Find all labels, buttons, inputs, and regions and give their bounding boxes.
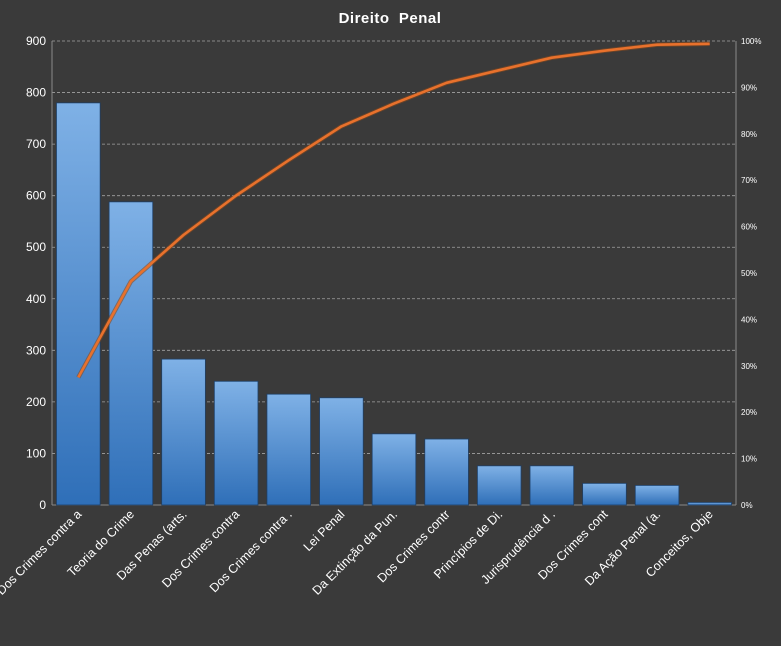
x-tick-label: Dos Crimes contra a <box>0 507 84 597</box>
y2-tick-label: 100% <box>741 37 761 46</box>
y2-tick-label: 30% <box>741 362 757 371</box>
bar <box>319 397 364 506</box>
cumulative-line <box>77 42 710 379</box>
y2-tick-label: 10% <box>741 455 757 464</box>
bar <box>529 465 575 506</box>
bar <box>161 358 206 506</box>
y-tick-label: 0 <box>39 498 46 512</box>
bar <box>687 502 732 506</box>
bar-series <box>56 102 732 506</box>
bar <box>582 482 627 506</box>
y2-tick-label: 20% <box>741 408 757 417</box>
bar <box>424 438 469 506</box>
y-tick-label: 300 <box>26 343 46 357</box>
y2-tick-label: 60% <box>741 223 757 232</box>
bar <box>56 102 101 506</box>
bar <box>371 433 417 506</box>
y2-tick-label: 70% <box>741 176 757 185</box>
cumulative-line-shadow <box>76 41 710 379</box>
chart-title: Direito Penal <box>339 10 442 27</box>
bar <box>213 380 259 506</box>
y2-tick-label: 0% <box>741 501 753 510</box>
y-tick-label: 500 <box>26 240 46 254</box>
y-axis-ticks: 0 100 200 300 400 500 600 700 800 900 <box>26 34 46 512</box>
bar <box>266 393 312 506</box>
y2-tick-label: 90% <box>741 83 757 92</box>
y2-axis-ticks: 0% 10% 20% 30% 40% 50% 60% 70% 80% 90% 100% <box>741 37 761 510</box>
bar <box>476 465 522 506</box>
y-tick-label: 100 <box>26 446 46 460</box>
cumulative-line-series <box>76 41 710 379</box>
y2-tick-label: 40% <box>741 315 757 324</box>
bar <box>634 485 680 506</box>
y-tick-label: 900 <box>26 34 46 48</box>
y-tick-label: 400 <box>26 292 46 306</box>
y-tick-label: 800 <box>26 86 46 100</box>
y-tick-label: 700 <box>26 137 46 151</box>
bar <box>108 201 154 506</box>
y-tick-label: 200 <box>26 395 46 409</box>
y2-tick-label: 80% <box>741 130 757 139</box>
x-tick-label: Lei Penal <box>301 507 348 554</box>
y-tick-label: 600 <box>26 189 46 203</box>
y2-tick-label: 50% <box>741 269 757 278</box>
